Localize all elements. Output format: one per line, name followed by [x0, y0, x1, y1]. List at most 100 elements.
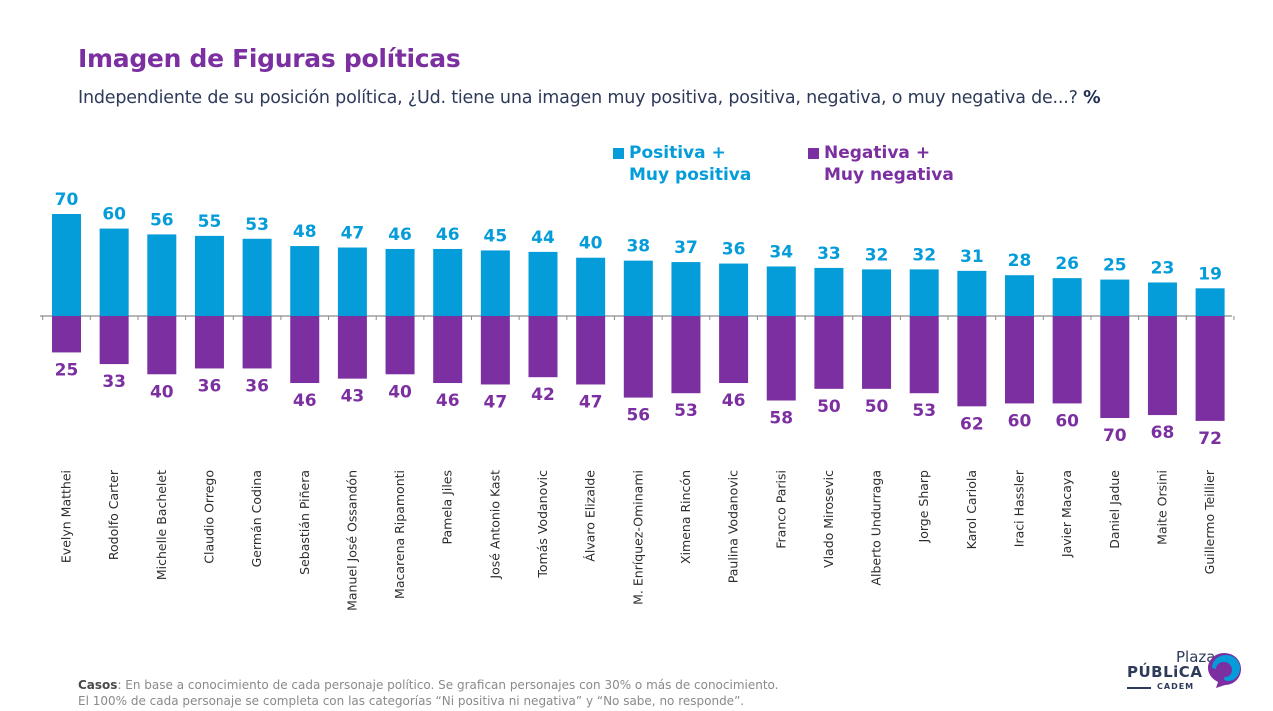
- bar-negative: [242, 316, 272, 369]
- data-label-negative: 50: [817, 397, 841, 417]
- data-label-positive: 56: [150, 210, 174, 230]
- data-label-negative: 40: [388, 382, 412, 402]
- footnote-line-1: : En base a conocimiento de cada persona…: [117, 678, 779, 692]
- data-label-positive: 32: [912, 245, 936, 265]
- bar-positive: [480, 250, 510, 316]
- data-label-positive: 46: [436, 225, 460, 245]
- bar-positive: [194, 235, 224, 316]
- cadem-logo: Plaza PÚBLiCA CADEM: [1127, 648, 1250, 698]
- data-label-negative: 68: [1151, 423, 1175, 443]
- category-label: Karol Cariola: [964, 470, 979, 549]
- bar-negative: [1052, 316, 1082, 404]
- bar-positive: [1005, 275, 1034, 316]
- bar-positive: [671, 262, 701, 316]
- bar-positive: [1195, 288, 1225, 316]
- bar-negative: [1147, 316, 1177, 416]
- data-label-negative: 42: [531, 385, 555, 405]
- page-title: Imagen de Figuras políticas: [78, 44, 461, 73]
- data-label-positive: 31: [960, 247, 984, 267]
- category-label: Paulina Vodanovic: [726, 470, 741, 583]
- logo-text-cadem: CADEM: [1157, 682, 1195, 691]
- data-label-negative: 46: [293, 391, 317, 411]
- bar-negative: [1005, 316, 1034, 404]
- bar-negative: [671, 316, 701, 394]
- speech-bubble-logo-icon: [1208, 653, 1241, 688]
- data-label-positive: 46: [388, 225, 412, 245]
- data-label-negative: 50: [865, 397, 889, 417]
- category-label: Vlado Mirosevic: [821, 470, 836, 568]
- data-label-positive: 44: [531, 228, 555, 248]
- legend-negative: Negativa + Muy negativa: [808, 142, 954, 186]
- data-label-positive: 34: [769, 242, 793, 262]
- legend-negative-label-2: Muy negativa: [824, 165, 954, 185]
- category-label: Michelle Bachelet: [154, 470, 169, 580]
- data-label-positive: 53: [245, 215, 269, 235]
- data-label-negative: 56: [626, 406, 650, 426]
- data-label-positive: 55: [198, 212, 222, 232]
- legend-positive-label-2: Muy positiva: [629, 165, 752, 185]
- bar-negative: [957, 316, 987, 407]
- data-label-positive: 37: [674, 238, 698, 258]
- bar-negative: [766, 316, 796, 401]
- bar-negative: [290, 316, 320, 384]
- data-label-positive: 33: [817, 244, 841, 264]
- bar-positive: [576, 257, 606, 316]
- data-label-positive: 26: [1055, 254, 1079, 274]
- bar-negative: [1100, 316, 1130, 418]
- data-label-positive: 60: [102, 205, 126, 225]
- data-label-positive: 28: [1008, 251, 1032, 271]
- bar-positive: [719, 263, 749, 316]
- category-label: José Antonio Kast: [487, 470, 502, 580]
- footnote-label: Casos: [78, 678, 118, 692]
- bar-positive: [528, 251, 558, 316]
- category-label: Ximena Rincón: [678, 470, 693, 564]
- bar-negative: [1195, 316, 1225, 421]
- category-label: Iraci Hassler: [1012, 469, 1027, 547]
- bar-negative: [433, 316, 463, 384]
- logo-rule: [1127, 687, 1151, 689]
- category-label: Javier Macaya: [1059, 470, 1074, 558]
- bar-positive: [814, 267, 844, 316]
- bar-negative: [99, 316, 129, 365]
- bar-positive: [766, 266, 796, 316]
- footnote-line-2: El 100% de cada personaje se completa co…: [78, 694, 745, 708]
- data-label-positive: 45: [484, 226, 508, 246]
- bar-negative: [528, 316, 558, 378]
- legend-negative-label-1: Negativa +: [824, 143, 931, 163]
- bar-negative: [385, 316, 415, 375]
- data-label-negative: 43: [341, 387, 365, 407]
- bar-positive: [623, 260, 653, 316]
- bar-positive: [957, 270, 987, 316]
- bar-positive: [909, 269, 939, 316]
- bar-negative: [862, 316, 892, 389]
- bar-negative: [337, 316, 367, 379]
- data-label-positive: 48: [293, 222, 317, 242]
- logo-text-plaza: Plaza: [1176, 648, 1216, 666]
- logo-text-publica: PÚBLiCA: [1127, 663, 1203, 681]
- data-label-positive: 70: [55, 190, 79, 210]
- bar-positive: [147, 234, 177, 316]
- bar-positive: [1147, 282, 1177, 316]
- data-label-negative: 72: [1198, 429, 1222, 449]
- data-label-negative: 62: [960, 414, 984, 434]
- data-label-positive: 38: [626, 237, 650, 257]
- data-label-positive: 25: [1103, 256, 1127, 276]
- data-label-negative: 47: [484, 392, 508, 412]
- bar-positive: [433, 248, 463, 316]
- bar-negative: [147, 316, 177, 375]
- category-label: Claudio Orrego: [201, 470, 216, 564]
- bar-negative: [814, 316, 844, 389]
- data-label-positive: 32: [865, 245, 889, 265]
- bar-negative: [52, 316, 81, 353]
- category-label: Tomás Vodanovic: [535, 470, 550, 579]
- bar-negative: [194, 316, 224, 369]
- data-label-negative: 36: [245, 376, 269, 396]
- category-label: Germán Codina: [249, 470, 264, 567]
- data-label-negative: 36: [198, 376, 222, 396]
- bar-positive: [862, 269, 892, 316]
- data-label-negative: 40: [150, 382, 174, 402]
- bar-positive: [1100, 279, 1130, 316]
- data-label-negative: 60: [1055, 411, 1079, 431]
- category-label: Sebastián Piñera: [297, 470, 312, 575]
- data-label-negative: 46: [722, 391, 746, 411]
